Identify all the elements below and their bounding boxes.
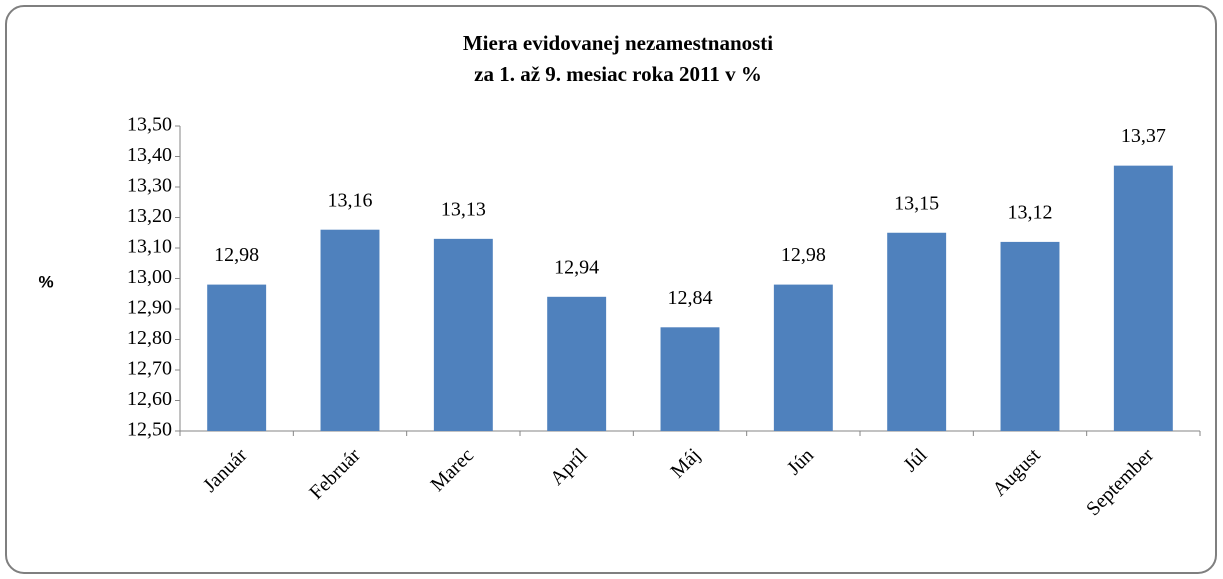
y-tick-label: 13,30 [127, 175, 172, 197]
data-label: 13,15 [894, 192, 939, 214]
y-tick-label: 13,00 [127, 266, 172, 288]
chart-title: Miera evidovanej nezamestnanosti [463, 31, 773, 55]
y-tick-label: 13,20 [127, 205, 172, 227]
y-tick-label: 12,90 [127, 297, 172, 319]
data-label: 13,12 [1008, 201, 1053, 223]
data-label: 12,98 [214, 244, 259, 266]
y-tick-label: 12,80 [127, 327, 172, 349]
bar [433, 238, 493, 431]
data-label: 12,94 [554, 256, 599, 278]
y-axis-label: % [38, 272, 53, 291]
bar [207, 284, 267, 431]
y-tick-label: 12,50 [127, 419, 172, 441]
y-tick-label: 13,10 [127, 236, 172, 258]
data-label: 12,84 [668, 287, 713, 309]
chart-title: za 1. až 9. mesiac roka 2011 v % [474, 62, 762, 86]
bar [773, 284, 833, 431]
y-tick-label: 13,40 [127, 144, 172, 166]
bar [887, 232, 947, 431]
bar [1113, 165, 1173, 431]
data-label: 13,13 [441, 198, 486, 220]
y-tick-label: 12,70 [127, 358, 172, 380]
y-tick-label: 13,50 [127, 114, 172, 136]
y-tick-label: 12,60 [127, 388, 172, 410]
bar [547, 296, 607, 431]
bar [1000, 241, 1060, 431]
bar [660, 327, 720, 431]
data-label: 13,16 [328, 189, 373, 211]
bar [320, 229, 380, 431]
data-label: 13,37 [1121, 125, 1166, 147]
data-label: 12,98 [781, 244, 826, 266]
